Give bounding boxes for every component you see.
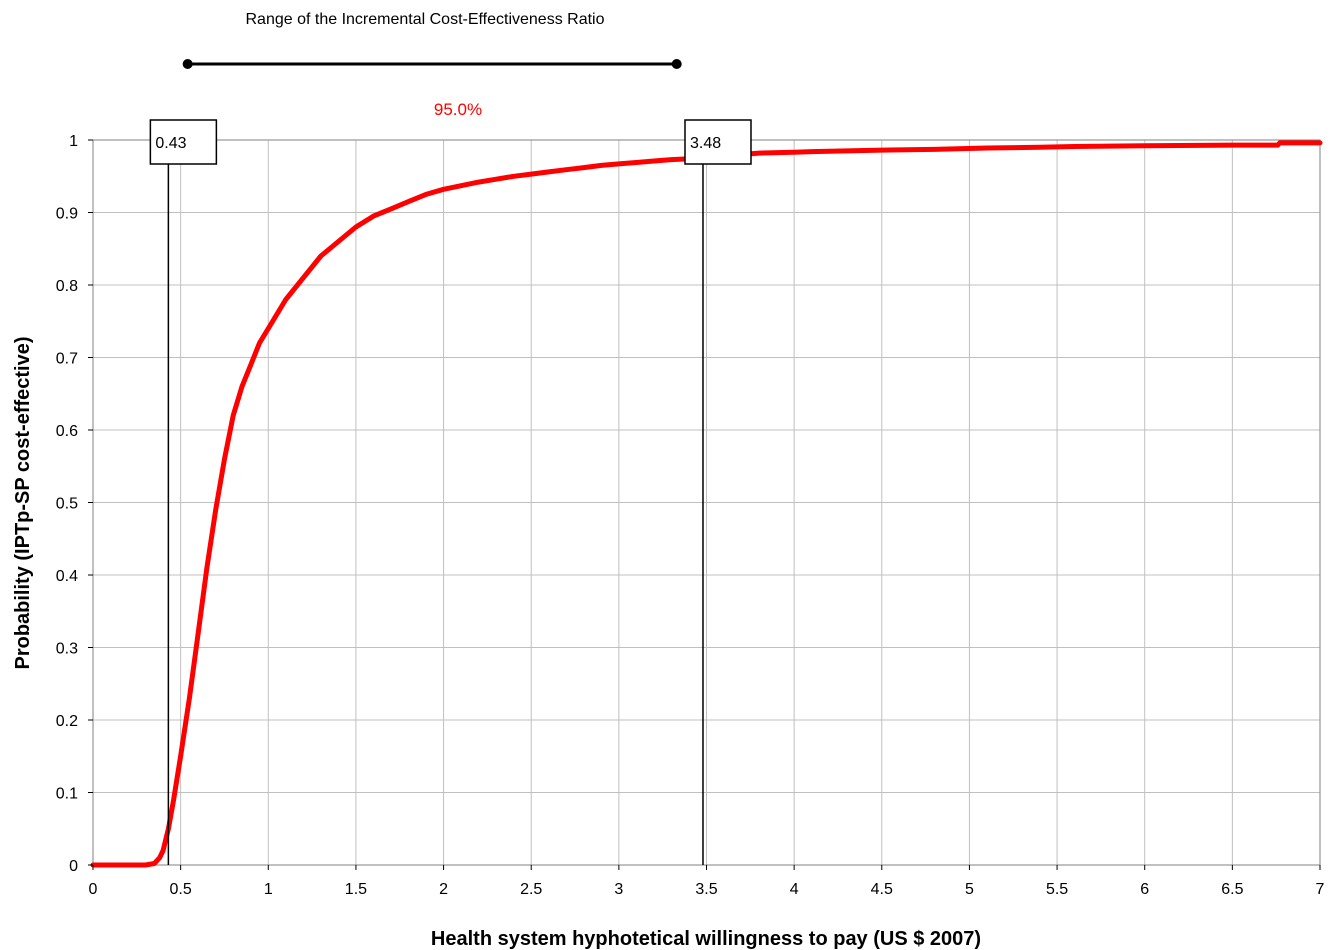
- ci-marker-label: 0.43: [155, 135, 186, 152]
- x-tick-label: 4: [790, 881, 799, 898]
- y-tick-label: 0.8: [56, 278, 78, 295]
- y-tick-label: 0: [69, 858, 78, 875]
- ci-markers: 0.43 3.48: [149, 119, 752, 865]
- series-line: [90, 140, 1323, 868]
- x-tick-label: 4.5: [871, 881, 893, 898]
- x-tick-label: 6.5: [1221, 881, 1243, 898]
- x-tick-label: 5: [965, 881, 974, 898]
- x-tick-label: 7: [1316, 881, 1325, 898]
- x-axis-title: Health system hyphotetical willingness t…: [431, 928, 981, 950]
- y-tick-label: 0.6: [56, 423, 78, 440]
- range-title: Range of the Incremental Cost-Effectiven…: [246, 11, 605, 28]
- ci-marker: 3.48: [684, 119, 752, 865]
- ci-marker-label: 3.48: [690, 135, 721, 152]
- x-tick-label: 6: [1140, 881, 1149, 898]
- ci-marker-box: [684, 119, 752, 165]
- x-tick-label: 2.5: [520, 881, 542, 898]
- x-tick-label: 3: [614, 881, 623, 898]
- y-tick-label: 0.5: [56, 496, 78, 513]
- y-axis-title: Probability (IPTp-SP cost-effective): [12, 336, 34, 669]
- grid: [93, 140, 1320, 865]
- cost-effectiveness-curve: [90, 140, 1323, 868]
- y-tick-label: 1: [69, 133, 78, 150]
- x-tick-label: 2: [439, 881, 448, 898]
- range-bar: [182, 59, 682, 69]
- y-tick-label: 0.9: [56, 206, 78, 223]
- y-tick-label: 0.3: [56, 641, 78, 658]
- x-tick-label: 1.5: [345, 881, 367, 898]
- y-tick-label: 0.1: [56, 786, 78, 803]
- x-tick-label: 0.5: [170, 881, 192, 898]
- y-axis-ticks: 0 0.1 0.2 0.3 0.4 0.5 0.6 0.7 0.8 0.9 1: [56, 133, 93, 875]
- range-bar-start-dot: [182, 59, 193, 69]
- y-tick-label: 0.4: [56, 568, 78, 585]
- x-tick-label: 3.5: [695, 881, 717, 898]
- y-tick-label: 0.7: [56, 351, 78, 368]
- ci-marker-box: [149, 119, 218, 165]
- x-tick-label: 0: [89, 881, 98, 898]
- range-percent-label: 95.0%: [434, 100, 482, 119]
- ci-marker: 0.43: [149, 119, 218, 865]
- x-tick-label: 5.5: [1046, 881, 1068, 898]
- y-tick-label: 0.2: [56, 713, 78, 730]
- x-tick-label: 1: [264, 881, 273, 898]
- x-axis-ticks: 0 0.5 1 1.5 2 2.5 3 3.5 4 4.5 5 5.5 6 6.5 7: [89, 865, 1325, 898]
- range-bar-end-dot: [671, 59, 682, 69]
